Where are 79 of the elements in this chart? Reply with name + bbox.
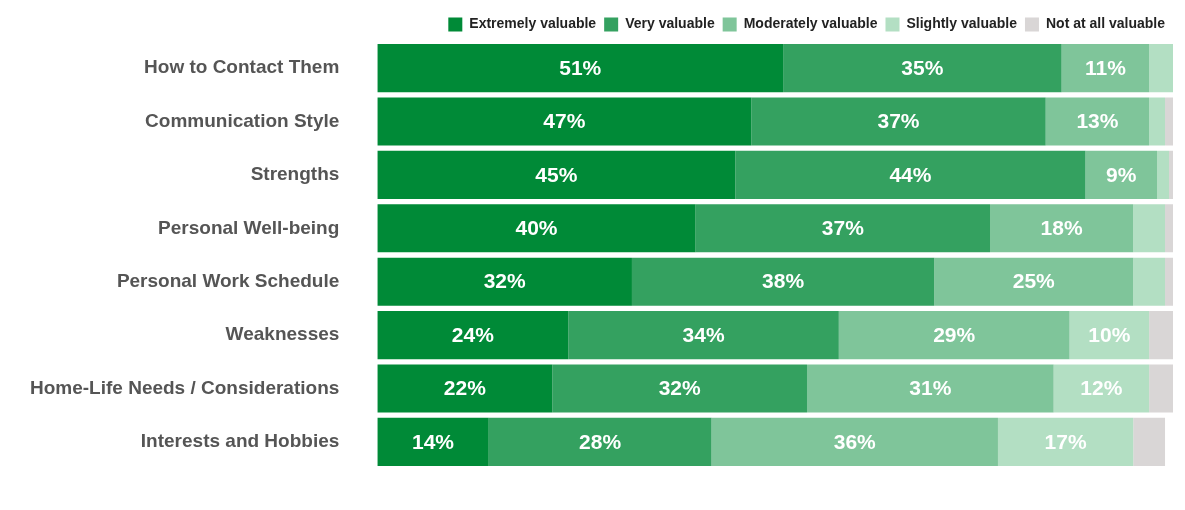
- bar: [1149, 311, 1173, 360]
- data-label: 12%: [1080, 376, 1123, 400]
- bar: [377, 417, 489, 466]
- bar: [751, 97, 1046, 146]
- data-label: 32%: [658, 376, 702, 400]
- y-tick-label: Strengths: [250, 163, 340, 185]
- bar: [1165, 97, 1173, 146]
- y-tick-label: How to Contact Them: [144, 56, 340, 78]
- bar: [377, 364, 553, 413]
- data-label: 14%: [412, 429, 455, 453]
- y-tick-label: Weaknesses: [225, 323, 340, 345]
- data-label: 18%: [1040, 216, 1083, 240]
- bar: [1053, 364, 1150, 413]
- bar: [711, 417, 998, 466]
- y-tick-label: Personal Well-being: [158, 216, 340, 238]
- bar: [997, 417, 1134, 466]
- data-label: 44%: [889, 162, 932, 186]
- bar: [377, 97, 752, 146]
- bar: [1169, 150, 1173, 199]
- bar: [934, 257, 1134, 306]
- data-label: 28%: [579, 429, 622, 453]
- bar: [783, 44, 1062, 93]
- legend-label: Moderately valuable: [743, 15, 878, 32]
- data-label: 40%: [515, 216, 558, 240]
- bar: [377, 204, 696, 253]
- data-label: 45%: [535, 162, 578, 186]
- bar: [1165, 257, 1173, 306]
- bar: [377, 44, 784, 93]
- legend-label: Not at all valuable: [1045, 15, 1166, 32]
- bar: [1085, 150, 1158, 199]
- bar: [1157, 150, 1170, 199]
- data-label: 22%: [443, 376, 487, 400]
- data-label: 51%: [559, 55, 602, 79]
- bar: [990, 204, 1134, 253]
- bar: [568, 311, 839, 360]
- bar: [806, 364, 1054, 413]
- data-label: 34%: [682, 322, 725, 346]
- bar: [1133, 417, 1166, 466]
- bar: [488, 417, 712, 466]
- legend-label: Slightly valuable: [906, 15, 1018, 32]
- bar: [1149, 364, 1173, 413]
- data-label: 31%: [909, 376, 952, 400]
- bar: [1165, 204, 1173, 253]
- data-label: 35%: [901, 55, 944, 79]
- bar: [1069, 311, 1150, 360]
- bar: [552, 364, 807, 413]
- y-tick-label: Interests and Hobbies: [140, 430, 340, 452]
- bar: [735, 150, 1086, 199]
- bar: [1061, 44, 1150, 93]
- data-label: 32%: [483, 269, 526, 293]
- data-label: 13%: [1076, 109, 1119, 133]
- legend-label: Extremely valuable: [469, 15, 597, 32]
- data-label: 38%: [762, 269, 805, 293]
- data-label: 11%: [1084, 55, 1127, 79]
- bar: [631, 257, 935, 306]
- bar: [377, 150, 736, 199]
- data-label: 9%: [1106, 162, 1137, 186]
- data-label: 37%: [821, 216, 865, 240]
- bar: [1149, 44, 1173, 93]
- data-label: 24%: [451, 322, 495, 346]
- bar: [1045, 97, 1150, 146]
- bar: [695, 204, 990, 253]
- bar: [377, 257, 632, 306]
- bar: [1133, 204, 1166, 253]
- data-label: 25%: [1012, 269, 1056, 293]
- bar: [838, 311, 1070, 360]
- y-tick-label: Home-Life Needs / Considerations: [29, 376, 340, 398]
- bar: [1149, 97, 1166, 146]
- data-label: 36%: [833, 429, 877, 453]
- data-label: 17%: [1044, 429, 1087, 453]
- data-label: 47%: [543, 109, 586, 133]
- data-label: 29%: [933, 322, 976, 346]
- data-label: 10%: [1088, 322, 1131, 346]
- bar: [377, 311, 569, 360]
- data-label: 37%: [877, 109, 920, 133]
- y-tick-label: Personal Work Schedule: [116, 269, 340, 291]
- y-tick-label: Communication Style: [145, 109, 340, 131]
- legend-label: Very valuable: [625, 15, 715, 32]
- bar: [1133, 257, 1166, 306]
